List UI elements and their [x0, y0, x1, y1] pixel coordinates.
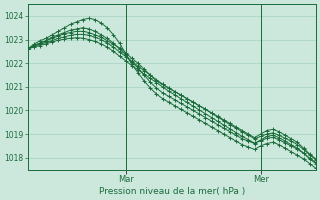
X-axis label: Pression niveau de la mer( hPa ): Pression niveau de la mer( hPa ) — [99, 187, 245, 196]
